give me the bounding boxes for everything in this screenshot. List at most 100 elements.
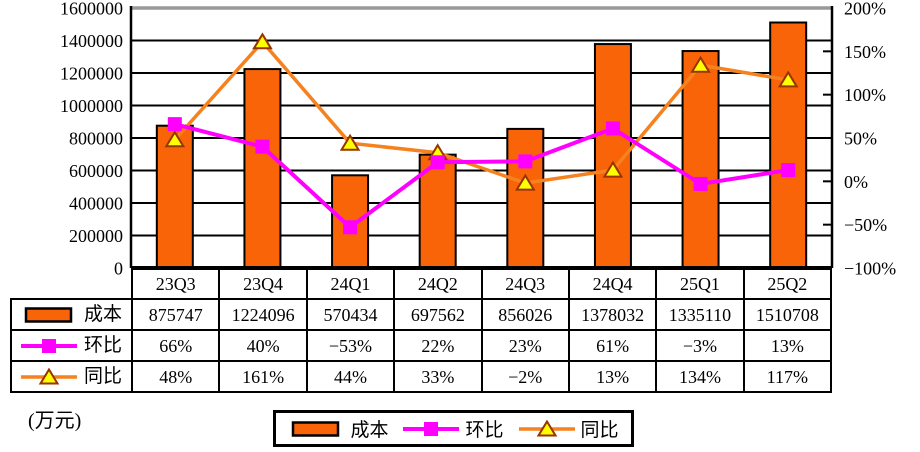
category-cell-25Q2: 25Q2 — [742, 268, 833, 300]
value-cell-mom-23Q4: 40% — [218, 329, 308, 362]
category-cell-24Q4: 24Q4 — [567, 268, 658, 300]
left-axis-tick-label: 1000000 — [60, 96, 123, 116]
yoy-marker-24Q4[interactable] — [602, 160, 624, 178]
right-axis-tick-label: 150% — [844, 42, 886, 62]
value-cell-yoy-23Q3: 48% — [130, 360, 221, 393]
value-cell-mom-24Q3: 23% — [480, 329, 570, 362]
yoy-key-icon — [20, 367, 77, 384]
mom-marker-24Q2[interactable] — [430, 155, 445, 170]
value-cell-mom-25Q2: 13% — [742, 329, 833, 362]
yoy-marker-24Q1[interactable] — [339, 133, 361, 151]
value-cell-cost-25Q2: 1510708 — [742, 298, 833, 331]
category-row: 23Q3 23Q4 24Q1 24Q2 24Q3 24Q4 25Q1 25Q2 — [11, 268, 833, 300]
mom-line-path — [174, 122, 789, 230]
legend-item-mom[interactable]: 环比 — [403, 415, 504, 442]
right-axis-tick-label: −50% — [844, 215, 887, 235]
mom-key-icon — [403, 421, 460, 436]
left-axis-tick-label: 400000 — [69, 194, 123, 214]
value-cell-cost-24Q3: 856026 — [480, 298, 570, 331]
mom-marker-24Q3[interactable] — [518, 154, 533, 169]
value-cell-yoy-25Q2: 117% — [742, 360, 833, 393]
mom-key-icon — [20, 338, 77, 353]
value-cell-mom-24Q2: 22% — [393, 329, 483, 362]
value-cell-mom-23Q3: 66% — [130, 329, 221, 362]
cost-key-icon — [292, 420, 340, 437]
right-axis-tick-label: 0% — [844, 172, 868, 192]
series-key-cell-mom: 环比 — [10, 329, 133, 362]
left-axis-tick-label: 1200000 — [60, 64, 123, 84]
legend-label-yoy: 同比 — [580, 420, 619, 441]
left-axis-tick-label: 800000 — [69, 129, 123, 149]
bar-24Q3[interactable] — [506, 127, 545, 269]
bar-25Q1[interactable] — [681, 50, 720, 269]
yoy-key-icon — [518, 419, 575, 436]
series-label-cost: 成本 — [83, 304, 122, 325]
value-cell-cost-24Q1: 570434 — [305, 298, 396, 331]
mom-marker-24Q4[interactable] — [605, 121, 620, 136]
axis-unit-label: (万元) — [28, 410, 82, 432]
series-cost-bars[interactable] — [155, 21, 808, 270]
yoy-marker-23Q3[interactable] — [164, 130, 186, 148]
yoy-line-path — [173, 39, 789, 185]
legend-item-yoy[interactable]: 同比 — [518, 415, 619, 442]
data-table-body: 23Q3 23Q4 24Q1 24Q2 24Q3 24Q4 25Q1 25Q2 成本 875747… — [10, 268, 833, 393]
legend-label-mom: 环比 — [465, 420, 504, 441]
axes — [129, 6, 834, 268]
left-axis-tick-label: 1600000 — [60, 0, 123, 19]
legend-label-cost: 成本 — [350, 420, 389, 441]
value-cell-yoy-23Q4: 161% — [218, 360, 308, 393]
value-cell-cost-25Q1: 1335110 — [655, 298, 745, 331]
left-axis-tick-label: 200000 — [69, 226, 123, 246]
bar-25Q2[interactable] — [769, 21, 808, 270]
table-row-yoy: 同比 48% 161% 44% 33% −2% 13% 134% 117% — [10, 360, 833, 393]
mom-marker-24Q1[interactable] — [343, 220, 358, 235]
value-cell-yoy-24Q4: 13% — [567, 360, 658, 393]
chart-legend: 成本 环比 同比 — [273, 410, 634, 447]
right-axis-tick-label: 100% — [844, 85, 886, 105]
series-key-cell-cost: 成本 — [10, 298, 133, 331]
series-key-cell-yoy: 同比 — [10, 360, 133, 393]
category-cell-25Q1: 25Q1 — [655, 268, 745, 300]
right-axis-tick-label: 200% — [844, 0, 886, 19]
yoy-marker-23Q4[interactable] — [252, 32, 273, 50]
yoy-marker-25Q1[interactable] — [690, 55, 711, 73]
mom-marker-23Q3[interactable] — [167, 117, 182, 132]
series-label-yoy: 同比 — [83, 366, 122, 387]
value-cell-cost-24Q2: 697562 — [393, 298, 483, 331]
left-axis-tick-label: 1400000 — [60, 31, 123, 51]
category-cell-23Q4: 23Q4 — [218, 268, 308, 300]
right-axis-tick-label: 50% — [844, 129, 877, 149]
data-table: 23Q3 23Q4 24Q1 24Q2 24Q3 24Q4 25Q1 25Q2 成本 875747… — [10, 268, 833, 393]
table-corner-blank — [11, 269, 132, 299]
series-mom-line[interactable] — [167, 117, 796, 235]
right-axis-tick-label: −100% — [844, 259, 896, 279]
value-cell-cost-23Q4: 1224096 — [218, 298, 308, 331]
legend-item-cost[interactable]: 成本 — [288, 415, 388, 442]
category-cell-24Q1: 24Q1 — [305, 268, 396, 300]
category-cell-23Q3: 23Q3 — [130, 268, 221, 300]
value-cell-yoy-24Q2: 33% — [393, 360, 483, 393]
bar-23Q4[interactable] — [243, 68, 282, 269]
series-label-mom: 环比 — [83, 335, 122, 356]
category-cell-24Q2: 24Q2 — [393, 268, 483, 300]
value-cell-yoy-24Q3: −2% — [480, 360, 570, 393]
yoy-marker-25Q2[interactable] — [777, 70, 799, 88]
category-cell-24Q3: 24Q3 — [480, 268, 570, 300]
yoy-marker-24Q3[interactable] — [515, 173, 536, 191]
mom-marker-23Q4[interactable] — [255, 139, 270, 154]
value-cell-cost-23Q3: 875747 — [130, 298, 221, 331]
value-cell-yoy-25Q1: 134% — [655, 360, 745, 393]
cost-key-icon — [24, 306, 73, 323]
table-row-mom: 环比 66% 40% −53% 22% 23% 61% −3% 13% — [10, 329, 833, 362]
bar-23Q3[interactable] — [155, 124, 194, 269]
mom-marker-25Q2[interactable] — [781, 163, 796, 178]
left-axis-tick-label: 0 — [114, 259, 123, 279]
left-axis-tick-label: 600000 — [69, 161, 123, 181]
mom-marker-25Q1[interactable] — [693, 176, 708, 191]
value-cell-cost-24Q4: 1378032 — [567, 298, 658, 331]
value-cell-mom-25Q1: −3% — [655, 329, 745, 362]
value-cell-mom-24Q1: −53% — [305, 329, 396, 362]
table-row-cost: 成本 875747 1224096 570434 697562 856026 1378032… — [10, 298, 833, 331]
